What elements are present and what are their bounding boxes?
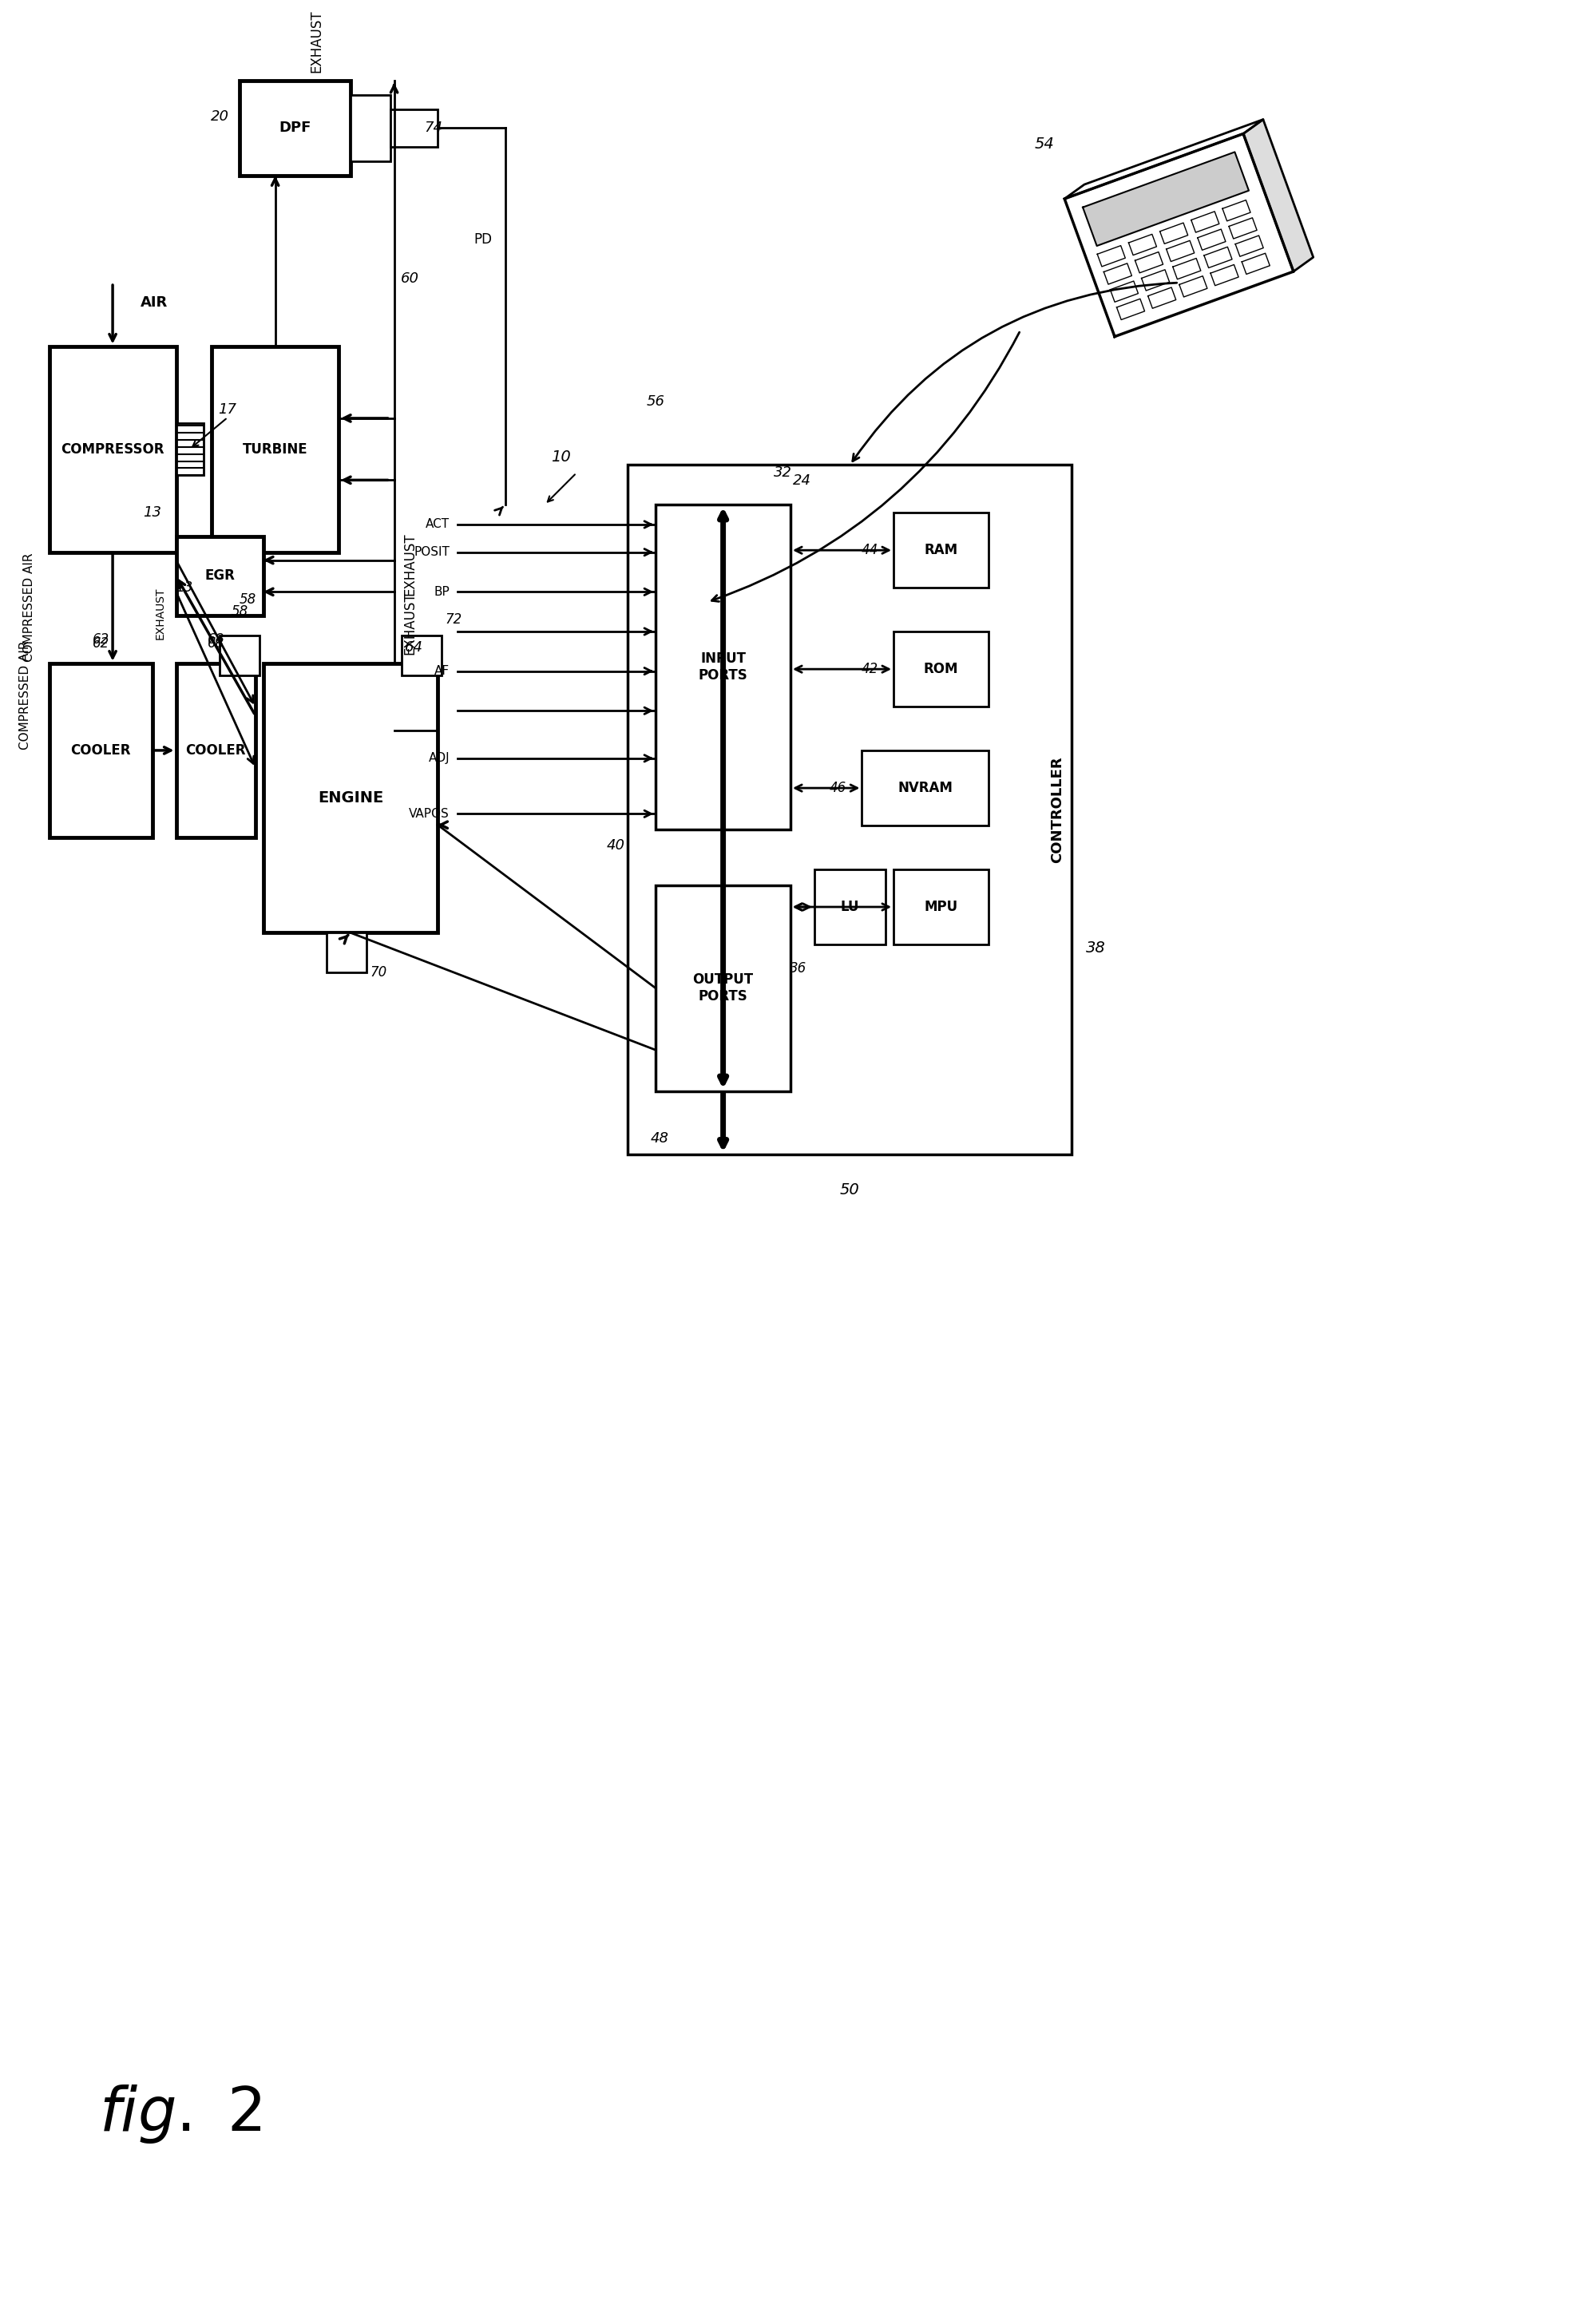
Text: 62: 62 [92, 632, 109, 646]
Text: PD: PD [474, 232, 492, 246]
Text: 38: 38 [1086, 941, 1105, 955]
Bar [49, 346, 175, 553]
Text: 17: 17 [218, 402, 237, 416]
Text: 56: 56 [647, 395, 666, 409]
Text: 36: 36 [790, 962, 806, 976]
Text: 40: 40 [607, 839, 624, 853]
Text: DPF: DPF [278, 121, 311, 135]
Bar [49, 662, 152, 837]
Text: VAPOS: VAPOS [409, 809, 449, 820]
Text: TURBINE: TURBINE [242, 442, 308, 456]
Bar [327, 932, 367, 971]
Text: COMPRESSED AIR: COMPRESSED AIR [19, 641, 32, 748]
Bar [893, 632, 988, 706]
Text: EXHAUST: EXHAUST [403, 532, 417, 595]
Bar [402, 634, 441, 674]
Text: 54: 54 [1034, 137, 1055, 151]
Text: 68: 68 [207, 632, 225, 646]
Text: EXHAUST: EXHAUST [403, 593, 417, 655]
Text: AIR: AIR [141, 295, 168, 309]
Text: 13: 13 [175, 581, 193, 595]
Text: LU: LU [841, 899, 860, 913]
Text: POSIT: POSIT [414, 546, 449, 558]
Bar [351, 95, 391, 160]
Text: ROM: ROM [923, 662, 958, 676]
Text: 60: 60 [400, 272, 419, 286]
Text: MPU: MPU [925, 899, 958, 913]
Bar [220, 634, 259, 674]
Text: COMPRESSED AIR: COMPRESSED AIR [24, 553, 35, 662]
Bar [656, 504, 790, 830]
Text: AF: AF [435, 665, 449, 676]
Bar [175, 537, 264, 616]
Text: 58: 58 [239, 593, 256, 607]
Text: COOLER: COOLER [71, 744, 131, 758]
Polygon shape [1083, 151, 1249, 246]
Text: ACT: ACT [425, 518, 449, 530]
Bar [862, 751, 988, 825]
Text: COOLER: COOLER [185, 744, 247, 758]
Text: BP: BP [433, 586, 449, 597]
Text: 20: 20 [210, 109, 229, 123]
Text: 70: 70 [370, 964, 387, 978]
Text: NVRAM: NVRAM [898, 781, 953, 795]
Bar [893, 514, 988, 588]
Text: CONTROLLER: CONTROLLER [1050, 758, 1066, 862]
Bar [391, 109, 438, 146]
Text: 58: 58 [231, 604, 248, 618]
Text: INPUT
PORTS: INPUT PORTS [699, 651, 748, 683]
Text: $\mathit{fig.\ 2}$: $\mathit{fig.\ 2}$ [98, 2082, 261, 2145]
Text: 44: 44 [862, 544, 879, 558]
Text: 74: 74 [425, 121, 443, 135]
Text: EGR: EGR [204, 569, 236, 583]
Text: OUTPUT
PORTS: OUTPUT PORTS [692, 974, 754, 1004]
Bar [239, 81, 351, 177]
Text: EXHAUST: EXHAUST [155, 588, 166, 639]
Text: 62: 62 [92, 637, 109, 651]
Text: EXHAUST: EXHAUST [310, 9, 324, 72]
Bar [175, 662, 256, 837]
Text: 46: 46 [830, 781, 846, 795]
Text: ADJ: ADJ [428, 753, 449, 765]
Text: RAM: RAM [925, 544, 958, 558]
Bar [212, 346, 338, 553]
Text: COMPRESSOR: COMPRESSOR [62, 442, 164, 456]
Polygon shape [1064, 135, 1293, 337]
Text: 42: 42 [862, 662, 879, 676]
Bar [893, 869, 988, 944]
Bar [628, 465, 1072, 1155]
Text: 32: 32 [773, 465, 792, 481]
Bar [175, 423, 204, 476]
Text: 50: 50 [840, 1183, 860, 1197]
Text: 10: 10 [550, 449, 571, 465]
Bar [656, 885, 790, 1092]
Text: 24: 24 [794, 474, 811, 488]
Text: 13: 13 [144, 504, 161, 521]
Bar [814, 869, 885, 944]
Bar [264, 662, 438, 932]
Text: 68: 68 [207, 637, 225, 651]
Text: 48: 48 [650, 1132, 669, 1146]
Text: 64: 64 [405, 639, 424, 655]
Text: 72: 72 [446, 614, 462, 627]
Polygon shape [1243, 119, 1314, 272]
Text: ENGINE: ENGINE [318, 790, 383, 806]
